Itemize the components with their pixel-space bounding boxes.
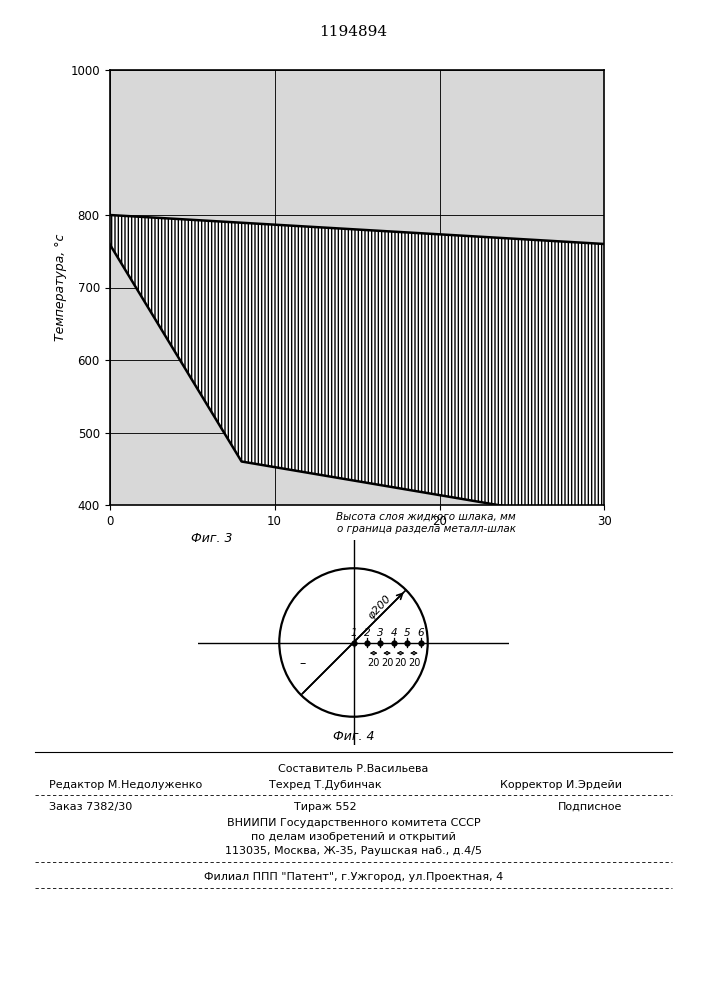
Text: 1194894: 1194894 [320, 25, 387, 39]
Text: 20: 20 [381, 658, 393, 668]
Text: Высота слоя жидкого шлака, мм: Высота слоя жидкого шлака, мм [337, 512, 516, 522]
Text: 20: 20 [395, 658, 407, 668]
Text: ВНИИПИ Государственного комитета СССР: ВНИИПИ Государственного комитета СССР [227, 818, 480, 828]
Text: 20: 20 [408, 658, 420, 668]
Text: Подписное: Подписное [558, 802, 622, 812]
Text: Редактор М.Недолуженко: Редактор М.Недолуженко [49, 780, 203, 790]
Text: 113035, Москва, Ж-35, Раушская наб., д.4/5: 113035, Москва, Ж-35, Раушская наб., д.4… [225, 846, 482, 856]
Text: 5: 5 [404, 628, 411, 638]
Text: 1: 1 [350, 628, 357, 638]
Text: 6: 6 [417, 628, 424, 638]
Text: Филиал ППП "Патент", г.Ужгород, ул.Проектная, 4: Филиал ППП "Патент", г.Ужгород, ул.Проек… [204, 872, 503, 882]
Text: по делам изобретений и открытий: по делам изобретений и открытий [251, 832, 456, 842]
Text: 20: 20 [368, 658, 380, 668]
Text: 4: 4 [390, 628, 397, 638]
Text: Фиг. 4: Фиг. 4 [333, 730, 374, 743]
Text: –: – [300, 657, 305, 670]
Text: о граница раздела металл-шлак: о граница раздела металл-шлак [337, 524, 516, 534]
Text: 2: 2 [363, 628, 370, 638]
Y-axis label: Температура, °с: Температура, °с [54, 234, 67, 341]
Text: Фиг. 3: Фиг. 3 [192, 532, 233, 545]
Text: Корректор И.Эрдейи: Корректор И.Эрдейи [500, 780, 622, 790]
Text: 3: 3 [377, 628, 384, 638]
Text: φ200: φ200 [366, 593, 393, 621]
Text: Заказ 7382/30: Заказ 7382/30 [49, 802, 133, 812]
Text: Техред Т.Дубинчак: Техред Т.Дубинчак [269, 780, 382, 790]
Text: Составитель Р.Васильева: Составитель Р.Васильева [279, 764, 428, 774]
Text: Тираж 552: Тираж 552 [294, 802, 356, 812]
